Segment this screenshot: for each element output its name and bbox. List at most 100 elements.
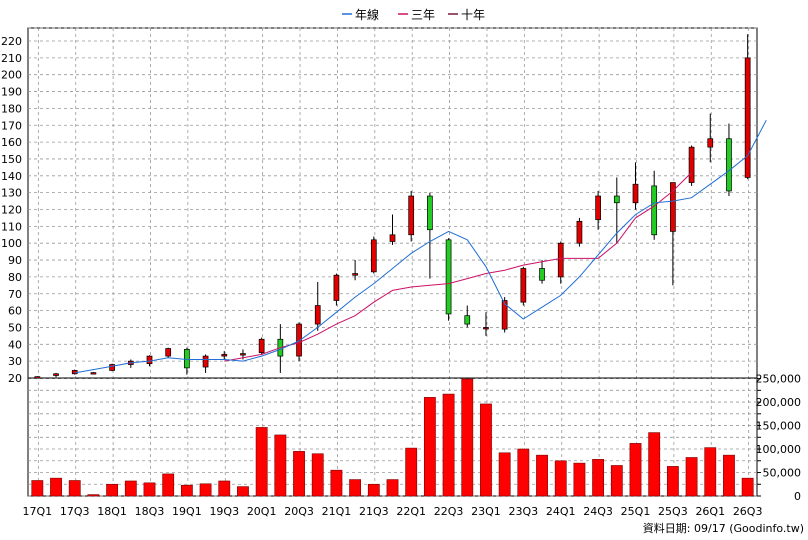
volume-bar: [423, 397, 436, 497]
candle-body: [389, 234, 396, 242]
price-tick-label: 170: [1, 119, 22, 132]
volume-bar: [68, 480, 81, 497]
candle-body: [427, 195, 433, 231]
volume-bar: [199, 483, 212, 497]
candle-body: [296, 323, 302, 357]
price-tick-label: 140: [1, 170, 22, 183]
candle-body: [613, 195, 620, 204]
candle-body: [483, 327, 489, 330]
price-tick-label: 220: [1, 35, 22, 48]
price-tick-label: 30: [8, 355, 22, 368]
candle-body: [109, 364, 115, 371]
volume-bar: [87, 494, 100, 497]
x-tick-label: 20Q1: [247, 505, 277, 518]
candle-body: [688, 146, 695, 183]
candle-body: [34, 376, 41, 379]
price-tick-label: 100: [1, 237, 22, 250]
candle-body: [557, 242, 564, 278]
volume-tick-label: 200,000: [756, 396, 802, 409]
price-tick-label: 80: [8, 271, 22, 284]
volume-bar: [255, 427, 268, 497]
x-tick-label: 26Q3: [733, 505, 763, 518]
candle-body: [90, 372, 97, 375]
candle-body: [53, 373, 59, 376]
volume-bar: [106, 483, 119, 497]
price-tick-label: 40: [8, 338, 22, 351]
price-tick-label: 110: [1, 220, 22, 233]
volume-bars: [31, 378, 754, 497]
volume-bar: [31, 480, 44, 497]
volume-bar: [143, 482, 156, 497]
x-tick-label: 24Q3: [583, 505, 613, 518]
volume-bar: [311, 453, 324, 497]
candle-body: [370, 239, 377, 273]
legend-label: 三年: [411, 8, 435, 22]
volume-bar: [218, 480, 231, 497]
x-tick-label: 26Q1: [695, 505, 725, 518]
volume-bar: [498, 452, 511, 497]
volume-bar: [124, 480, 137, 497]
moving-average-lines: [74, 119, 767, 374]
price-tick-label: 180: [1, 102, 22, 115]
volume-bar: [666, 466, 679, 497]
price-tick-label: 50: [8, 321, 22, 334]
price-tick-label: 190: [1, 86, 22, 99]
data-date-credit: 資料日期: 09/17 (Goodinfo.tw): [643, 521, 804, 535]
candle-body: [576, 220, 583, 244]
candle-body: [670, 182, 676, 232]
x-tick-label: 22Q1: [396, 505, 426, 518]
x-tick-label: 18Q1: [97, 505, 127, 518]
x-tick-label: 19Q3: [209, 505, 239, 518]
volume-bar: [180, 484, 193, 497]
candle-body: [240, 353, 246, 356]
x-tick-label: 21Q1: [322, 505, 352, 518]
price-tick-label: 200: [1, 69, 22, 82]
volume-bar: [536, 454, 548, 497]
candle-body: [445, 239, 452, 315]
volume-bar: [349, 479, 362, 497]
x-tick-label: 23Q1: [471, 505, 501, 518]
volume-bar: [648, 432, 661, 497]
volume-bar: [50, 477, 62, 497]
volume-bar: [461, 378, 474, 497]
volume-bar: [386, 479, 399, 497]
price-tick-label: 20: [8, 372, 22, 385]
candle-body: [165, 348, 172, 357]
candle-body: [184, 349, 190, 369]
volume-axis: 0 50,000 100,000 150,000 200,000 250,000: [756, 373, 802, 503]
volume-tick-label: 100,000: [756, 443, 802, 456]
candle-body: [726, 138, 732, 192]
volume-tick-label: 0: [794, 490, 801, 503]
candle-body: [464, 315, 471, 325]
grid: [27, 27, 758, 497]
price-tick-label: 150: [1, 153, 22, 166]
candle-body: [632, 183, 639, 204]
x-tick-label: 18Q3: [135, 505, 165, 518]
price-tick-label: 70: [8, 288, 22, 301]
x-tick-label: 17Q3: [60, 505, 90, 518]
volume-bar: [442, 393, 455, 497]
candle-body: [408, 195, 415, 236]
volume-bar: [685, 457, 698, 497]
candle-body: [707, 138, 714, 148]
volume-bar: [573, 462, 586, 497]
candle-body: [595, 195, 601, 220]
price-tick-label: 60: [8, 305, 22, 318]
x-axis: 17Q1 17Q3 18Q1 18Q3 19Q1 19Q3 20Q1 20Q3 21Q1 21Q3…: [23, 505, 763, 518]
price-tick-label: 90: [8, 254, 22, 267]
volume-bar: [704, 447, 717, 497]
legend: 年線 三年 十年: [342, 7, 485, 22]
legend-label: 十年: [461, 8, 485, 22]
volume-tick-label: 150,000: [756, 420, 802, 433]
volume-bar: [741, 477, 754, 497]
x-tick-label: 21Q3: [359, 505, 389, 518]
candle-body: [501, 300, 508, 330]
candle-body: [651, 185, 658, 236]
volume-bar: [629, 443, 642, 497]
candles: [34, 34, 751, 379]
candle-body: [539, 268, 545, 281]
volume-tick-label: 50,000: [763, 467, 802, 480]
three-year-line: [224, 172, 692, 362]
x-tick-label: 20Q3: [284, 505, 314, 518]
